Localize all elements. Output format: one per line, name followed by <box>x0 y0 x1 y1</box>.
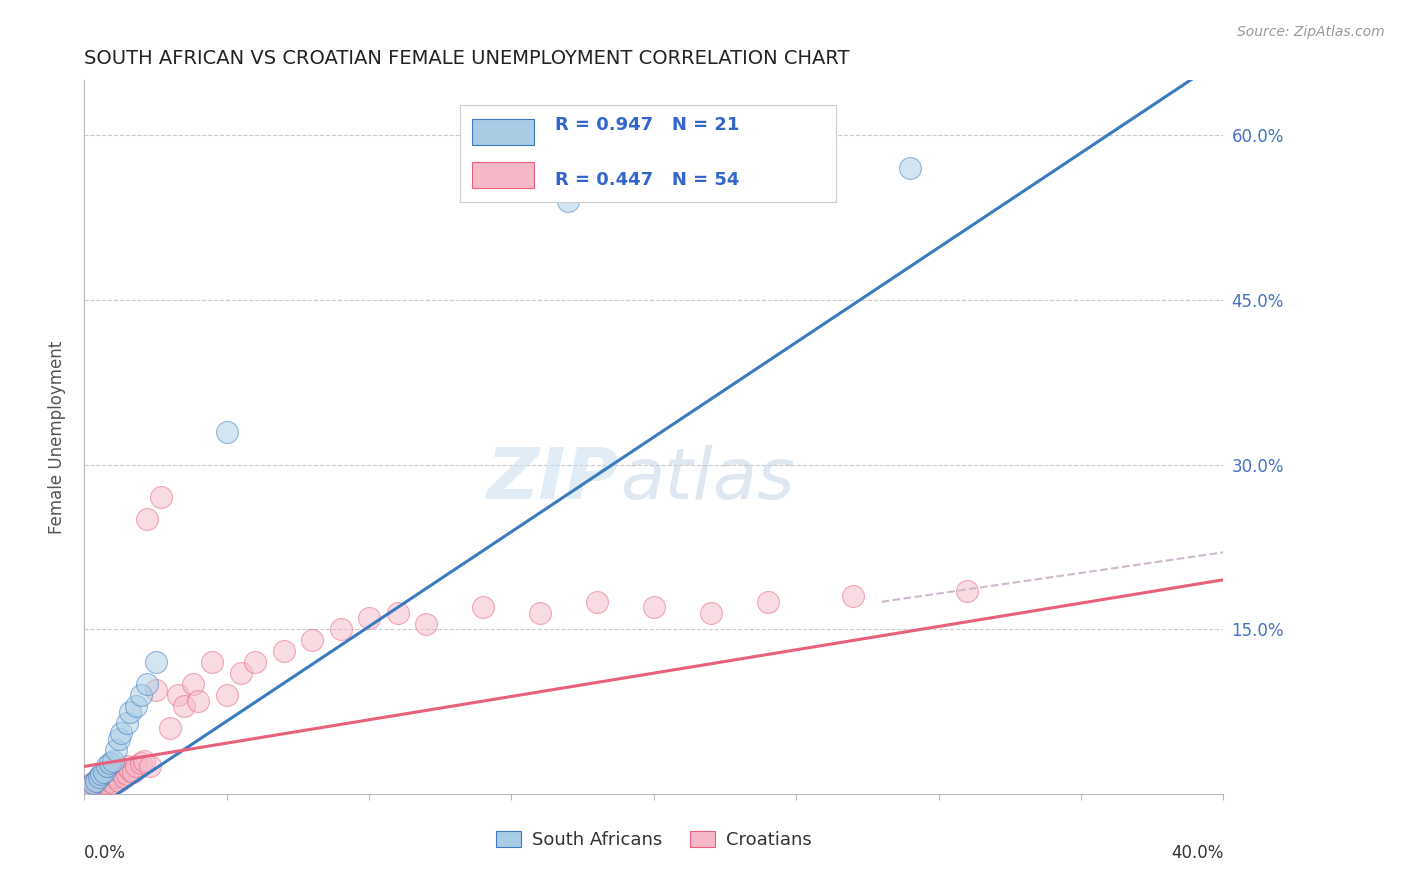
Point <box>139 759 162 773</box>
Point <box>76 781 98 796</box>
Point <box>643 600 665 615</box>
Point <box>136 677 159 691</box>
Point <box>82 780 104 795</box>
Point <box>110 726 132 740</box>
Point <box>756 595 779 609</box>
FancyBboxPatch shape <box>460 105 837 202</box>
Point <box>586 595 609 609</box>
Point <box>131 756 153 771</box>
Point <box>101 767 124 781</box>
Point <box>87 771 110 785</box>
Point <box>215 688 238 702</box>
Point <box>118 705 141 719</box>
Text: ZIP: ZIP <box>488 445 620 515</box>
Point <box>93 764 115 779</box>
FancyBboxPatch shape <box>471 119 534 145</box>
Point <box>173 699 195 714</box>
Point <box>84 778 107 792</box>
Text: R = 0.447   N = 54: R = 0.447 N = 54 <box>555 171 740 189</box>
Point <box>131 688 153 702</box>
Point <box>90 776 112 790</box>
Point <box>273 644 295 658</box>
Point <box>124 759 146 773</box>
Point <box>98 773 121 788</box>
Point <box>96 771 118 785</box>
Point <box>98 756 121 771</box>
Point <box>84 773 107 788</box>
Point <box>159 721 181 735</box>
Point <box>121 764 143 779</box>
Point <box>167 688 190 702</box>
Text: 0.0%: 0.0% <box>84 844 127 862</box>
Point <box>96 776 118 790</box>
Point <box>387 606 409 620</box>
Point <box>115 759 138 773</box>
Point <box>472 600 495 615</box>
Text: 40.0%: 40.0% <box>1171 844 1223 862</box>
Point <box>145 655 167 669</box>
Point <box>229 666 252 681</box>
Point <box>557 194 579 208</box>
Point <box>112 771 135 785</box>
Point <box>104 743 127 757</box>
Legend: South Africans, Croatians: South Africans, Croatians <box>489 823 818 856</box>
Point <box>201 655 224 669</box>
Point <box>134 754 156 768</box>
Point <box>90 767 112 781</box>
Text: atlas: atlas <box>620 445 794 515</box>
Point <box>329 622 352 636</box>
Point <box>118 763 141 777</box>
Point <box>82 776 104 790</box>
Point <box>101 754 124 768</box>
Y-axis label: Female Unemployment: Female Unemployment <box>48 341 66 533</box>
Point <box>181 677 204 691</box>
Point <box>529 606 551 620</box>
FancyBboxPatch shape <box>471 162 534 188</box>
Point <box>107 731 129 746</box>
Point <box>115 715 138 730</box>
Point <box>842 589 865 603</box>
Point <box>145 682 167 697</box>
Point <box>956 583 979 598</box>
Point <box>96 759 118 773</box>
Point <box>82 776 104 790</box>
Point <box>187 693 209 707</box>
Point <box>107 773 129 788</box>
Point <box>84 773 107 788</box>
Point <box>87 776 110 790</box>
Point <box>245 655 267 669</box>
Text: Source: ZipAtlas.com: Source: ZipAtlas.com <box>1237 25 1385 39</box>
Point <box>87 771 110 785</box>
Point <box>215 425 238 439</box>
Point <box>93 778 115 792</box>
Point <box>898 161 921 175</box>
Point <box>124 699 146 714</box>
Point <box>79 781 101 796</box>
Point <box>700 606 723 620</box>
Point <box>79 781 101 796</box>
Text: SOUTH AFRICAN VS CROATIAN FEMALE UNEMPLOYMENT CORRELATION CHART: SOUTH AFRICAN VS CROATIAN FEMALE UNEMPLO… <box>84 48 849 68</box>
Point <box>301 633 323 648</box>
Point <box>415 616 437 631</box>
Point <box>359 611 381 625</box>
Point <box>136 512 159 526</box>
Point <box>110 764 132 779</box>
Text: R = 0.947   N = 21: R = 0.947 N = 21 <box>555 116 740 134</box>
Point <box>115 767 138 781</box>
Point <box>150 491 173 505</box>
Point <box>104 771 127 785</box>
Point <box>79 778 101 792</box>
Point <box>101 776 124 790</box>
